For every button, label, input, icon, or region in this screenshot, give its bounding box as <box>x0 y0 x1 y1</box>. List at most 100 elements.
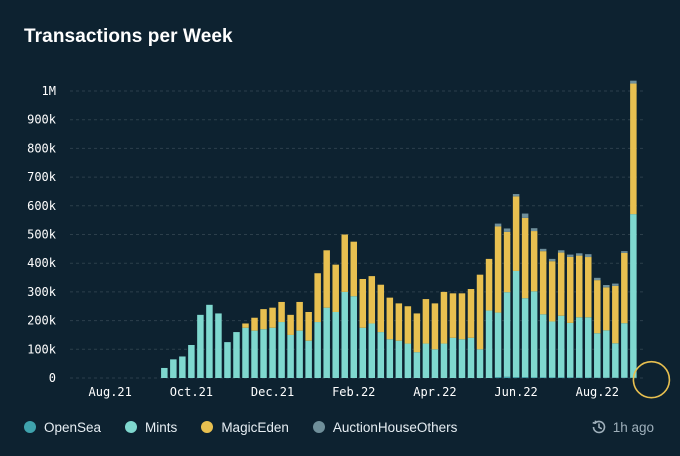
legend-item-mints[interactable]: Mints <box>125 420 177 435</box>
bar-mints <box>260 329 267 378</box>
bar-mints <box>251 330 258 378</box>
bar-magiceden <box>539 251 547 315</box>
x-tick-label: Aug.21 <box>89 385 132 399</box>
bar-mints <box>594 333 601 378</box>
bar-magiceden <box>557 252 565 316</box>
legend-item-magiceden[interactable]: MagicEden <box>201 420 289 435</box>
y-tick-label: 300k <box>27 285 57 299</box>
bar-mints <box>341 291 348 378</box>
bar-magiceden <box>368 276 376 324</box>
bar-mints <box>485 310 493 378</box>
bar-magiceden <box>548 261 556 322</box>
bar-mints <box>224 342 231 378</box>
highlight-circle <box>632 360 671 399</box>
bar-opensea <box>557 377 565 378</box>
last-updated[interactable]: 1h ago <box>591 418 654 436</box>
bar-magiceden <box>323 250 330 308</box>
bar-auctionhouseothers <box>603 285 610 288</box>
bar-magiceden <box>359 278 367 328</box>
bar-magiceden <box>350 241 357 297</box>
bar-magiceden <box>341 234 348 292</box>
bar-mints <box>332 311 339 378</box>
bar-mints <box>296 330 303 378</box>
bar-mints <box>503 292 511 377</box>
bar-magiceden <box>621 252 628 324</box>
bar-mints <box>404 343 412 378</box>
bar-opensea <box>539 377 547 378</box>
bar-magiceden <box>485 258 493 311</box>
bar-mints <box>233 332 240 378</box>
bar-mints <box>603 330 610 378</box>
y-tick-label: 0 <box>49 371 56 385</box>
bar-magiceden <box>332 264 339 312</box>
x-tick-label: Feb.22 <box>332 385 375 399</box>
bar-magiceden <box>458 293 466 340</box>
legend-dot-mints <box>125 421 138 433</box>
bar-mints <box>215 313 222 378</box>
bar-mints <box>314 322 321 378</box>
bar-magiceden <box>530 231 538 292</box>
legend-dot-auctionhouseothers <box>312 421 325 433</box>
bar-auctionhouseothers <box>548 258 556 262</box>
bar-magiceden <box>314 273 321 323</box>
bar-mints <box>467 337 475 378</box>
bar-opensea <box>494 377 502 378</box>
bar-magiceden <box>377 284 385 333</box>
y-tick-label: 400k <box>27 256 57 270</box>
bar-mints <box>179 356 186 378</box>
bar-magiceden <box>566 256 574 323</box>
bar-magiceden <box>585 257 592 318</box>
bar-magiceden <box>386 297 394 340</box>
bar-auctionhouseothers <box>576 253 583 256</box>
bar-opensea <box>521 377 529 378</box>
chart-title: Transactions per Week <box>24 26 233 47</box>
bar-opensea <box>503 376 511 378</box>
bar-auctionhouseothers <box>594 277 601 281</box>
bar-magiceden <box>603 287 610 331</box>
bar-mints <box>206 304 213 378</box>
legend-label-magiceden: MagicEden <box>221 419 289 435</box>
bar-mints <box>323 307 330 378</box>
bar-auctionhouseothers <box>585 254 592 258</box>
bar-mints <box>458 339 466 378</box>
y-tick-label: 1M <box>42 84 56 98</box>
bar-mints <box>449 337 457 378</box>
bar-magiceden <box>305 311 312 341</box>
bar-mints <box>368 323 376 378</box>
bar-auctionhouseothers <box>621 251 628 253</box>
bar-magiceden <box>395 303 403 341</box>
bar-mints <box>161 367 168 378</box>
bar-mints <box>512 270 520 378</box>
y-tick-label: 900k <box>27 113 57 127</box>
bar-magiceden <box>476 274 484 350</box>
legend-label-auctionhouseothers: AuctionHouseOthers <box>332 419 458 435</box>
bar-mints <box>440 343 448 378</box>
bar-magiceden <box>431 303 439 350</box>
bar-mints <box>269 327 276 378</box>
bar-magiceden <box>449 293 457 338</box>
legend: OpenSea Mints MagicEden AuctionHouseOthe… <box>24 418 481 436</box>
bar-mints <box>386 339 394 378</box>
bar-mints <box>621 323 628 378</box>
bar-mints <box>188 344 195 378</box>
bar-mints <box>431 349 439 378</box>
bar-mints <box>242 327 249 378</box>
legend-item-opensea[interactable]: OpenSea <box>24 420 101 435</box>
bar-mints <box>630 214 637 378</box>
bar-mints <box>305 340 312 378</box>
bar-auctionhouseothers <box>539 248 547 252</box>
y-tick-label: 600k <box>27 199 57 213</box>
bar-magiceden <box>594 280 601 334</box>
bar-auctionhouseothers <box>557 250 565 253</box>
legend-item-auctionhouseothers[interactable]: AuctionHouseOthers <box>312 419 458 435</box>
bar-auctionhouseothers <box>503 228 511 232</box>
x-tick-label: Jun.22 <box>494 385 537 399</box>
bar-mints <box>287 334 294 378</box>
bar-magiceden <box>630 83 637 215</box>
bar-mints <box>557 315 565 378</box>
refresh-clock-icon[interactable] <box>591 419 607 435</box>
bar-opensea <box>566 377 574 378</box>
bar-magiceden <box>404 306 412 344</box>
